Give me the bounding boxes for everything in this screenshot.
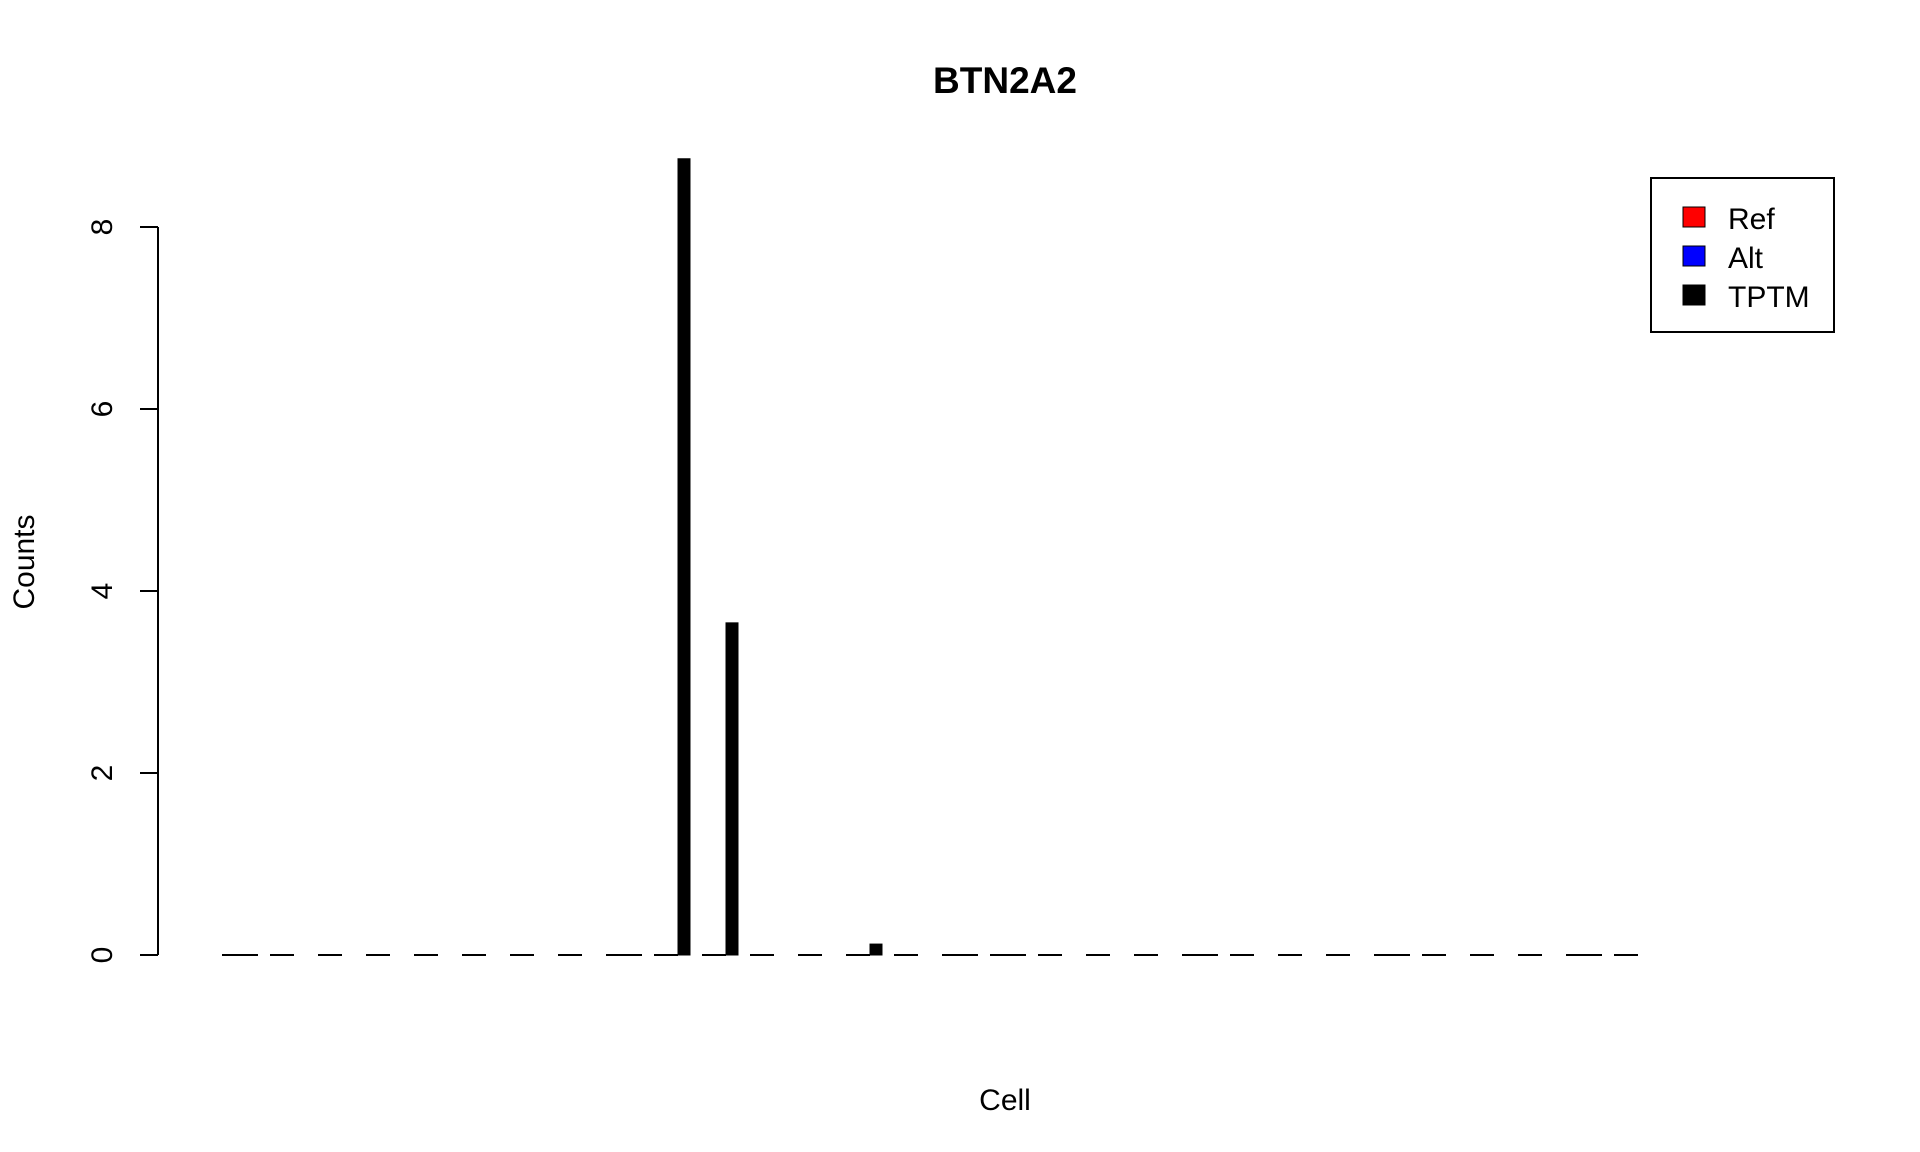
y-axis-label: Counts xyxy=(8,514,41,609)
legend-box xyxy=(1650,177,1835,333)
y-tick-label: 8 xyxy=(86,219,119,236)
legend-label-ref: Ref xyxy=(1728,203,1775,236)
legend: Ref Alt TPTM xyxy=(1650,177,1835,333)
y-tick-label: 2 xyxy=(86,765,119,782)
legend-swatch-alt xyxy=(1682,245,1706,267)
legend-label-tptm: TPTM xyxy=(1728,281,1810,314)
bar-tptm xyxy=(677,158,691,956)
chart-title: BTN2A2 xyxy=(933,60,1077,101)
bar-tptm xyxy=(869,943,883,956)
x-axis-label: Cell xyxy=(979,1084,1031,1117)
y-axis: 0 2 4 6 8 xyxy=(86,219,159,964)
legend-swatch-tptm xyxy=(1682,284,1706,306)
bar-tptm xyxy=(725,622,739,956)
y-tick-label: 6 xyxy=(86,401,119,418)
bars xyxy=(222,158,1638,956)
y-tick-label: 4 xyxy=(86,583,119,600)
legend-swatch-ref xyxy=(1682,206,1706,228)
y-tick-label: 0 xyxy=(86,947,119,964)
legend-label-alt: Alt xyxy=(1728,242,1764,275)
